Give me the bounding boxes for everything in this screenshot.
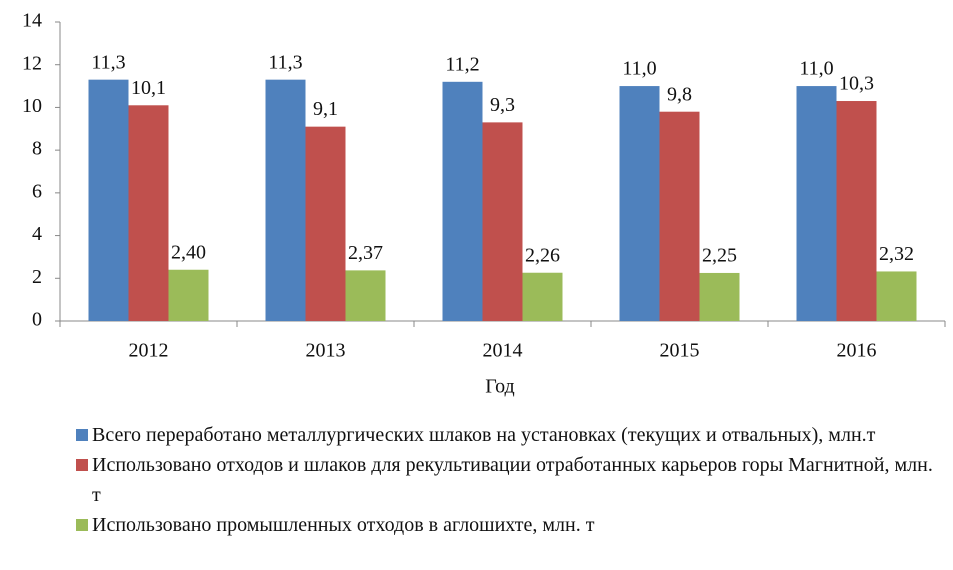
y-tick-label: 6 xyxy=(32,180,42,202)
bar xyxy=(88,79,129,322)
bar xyxy=(265,79,306,322)
y-tick-label: 14 xyxy=(22,10,42,32)
bar xyxy=(659,111,700,321)
value-label: 11,0 xyxy=(622,58,656,80)
x-tick-label: 2015 xyxy=(660,340,700,362)
value-label: 11,2 xyxy=(445,53,479,75)
bar xyxy=(305,126,346,322)
chart: Год 0 2 4 6 8 10 12 14 2012 11,3 10,1 2,40 2013 11,3 9… xyxy=(22,10,946,398)
x-axis-label: Год xyxy=(485,376,514,398)
bar xyxy=(876,271,917,321)
legend-item: Использовано отходов и шлаков для рекуль… xyxy=(76,450,936,510)
y-tick-label: 10 xyxy=(22,95,42,117)
legend-label: Использовано отходов и шлаков для рекуль… xyxy=(92,454,933,506)
y-tick-label: 4 xyxy=(32,223,42,245)
value-label: 9,3 xyxy=(490,94,515,116)
y-tick-label: 0 xyxy=(32,309,42,331)
legend-swatch xyxy=(76,519,88,531)
bar xyxy=(796,86,837,321)
value-label: 2,40 xyxy=(171,241,206,263)
y-tick-label: 8 xyxy=(32,138,42,160)
value-label: 10,1 xyxy=(131,77,166,99)
value-label: 9,8 xyxy=(667,83,692,105)
bar xyxy=(128,105,169,322)
bar xyxy=(522,272,563,321)
value-label: 11,3 xyxy=(91,51,125,73)
bar xyxy=(619,86,660,321)
bar xyxy=(836,101,877,322)
x-tick-label: 2014 xyxy=(483,340,523,362)
value-label: 2,37 xyxy=(348,242,383,264)
value-label: 2,26 xyxy=(525,244,560,266)
value-label: 9,1 xyxy=(313,98,338,120)
legend-item: Всего переработано металлургических шлак… xyxy=(76,420,936,450)
x-tick-label: 2012 xyxy=(129,340,169,362)
bar xyxy=(442,81,483,321)
y-tick-label: 2 xyxy=(32,266,42,288)
bar xyxy=(699,272,740,321)
value-label: 10,3 xyxy=(839,73,874,95)
bar xyxy=(345,270,386,321)
legend-swatch xyxy=(76,429,88,441)
legend-label: Всего переработано металлургических шлак… xyxy=(92,424,876,446)
legend-swatch xyxy=(76,459,88,471)
x-tick-label: 2013 xyxy=(306,340,346,362)
y-tick-label: 12 xyxy=(22,52,42,74)
value-label: 11,3 xyxy=(268,51,302,73)
value-label: 2,25 xyxy=(702,245,737,267)
value-label: 11,0 xyxy=(799,58,833,80)
legend-item: Использовано промышленных отходов в агло… xyxy=(76,510,936,540)
legend-label: Использовано промышленных отходов в агло… xyxy=(92,514,595,536)
legend: Всего переработано металлургических шлак… xyxy=(76,420,936,540)
bar xyxy=(482,122,523,321)
value-label: 2,32 xyxy=(879,243,914,265)
x-tick-label: 2016 xyxy=(837,340,877,362)
bar xyxy=(168,269,209,321)
